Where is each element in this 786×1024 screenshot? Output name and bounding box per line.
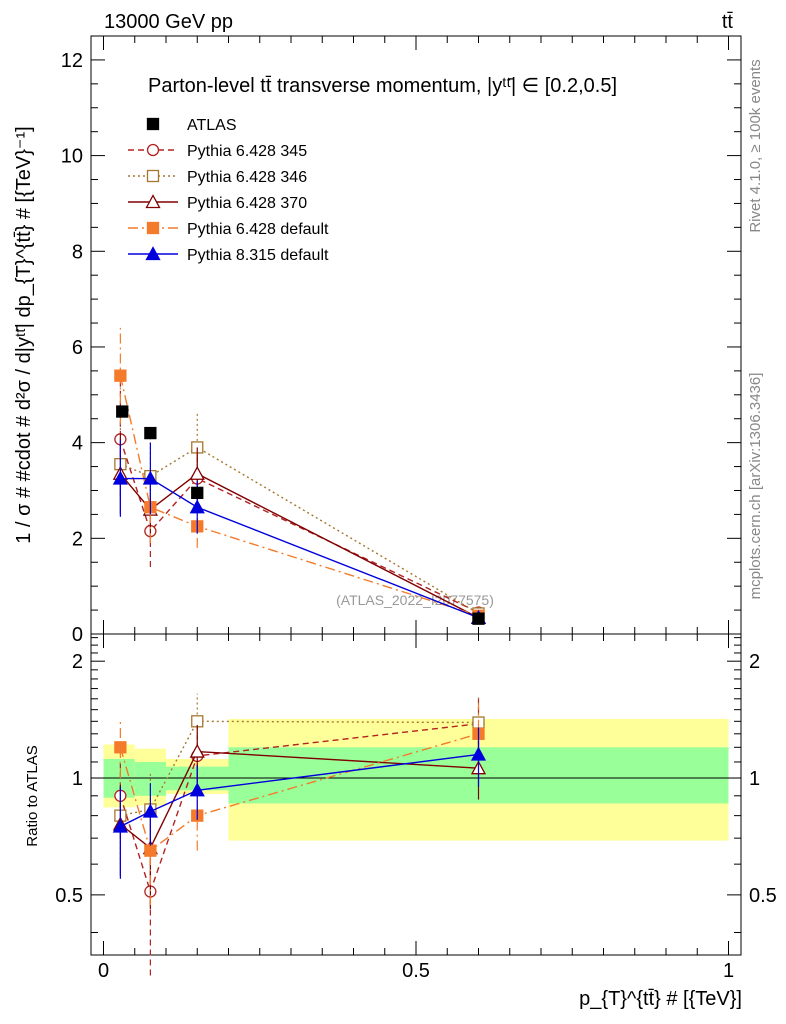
x-tick-label: 0: [98, 960, 109, 982]
x-axis-title: p_{T}^{tt̄} # [{TeV}]: [579, 988, 742, 1010]
ratio-point: [142, 803, 158, 818]
legend-label: Pythia 6.428 default: [187, 221, 329, 238]
rivet-label: Rivet 4.1.0, ≥ 100k events: [747, 59, 764, 232]
analysis-label: (ATLAS_2022_I2077575): [336, 592, 494, 608]
series-atlas: [116, 405, 485, 625]
series-line: [120, 446, 479, 615]
legend-entry: Pythia 6.428 346: [128, 169, 307, 186]
legend-entry: Pythia 8.315 default: [128, 246, 329, 264]
ratio-tick-label-right: 1: [749, 768, 760, 790]
chart-title: Parton-level tt̄ transverse momentum, |y…: [148, 75, 617, 97]
legend-label: Pythia 8.315 default: [187, 247, 329, 264]
y-axis-title: 1 / σ # #cdot # d²σ / d|yᵗᵗ̄| dp_{T}^{tt…: [13, 126, 35, 543]
ratio-point: [114, 741, 127, 754]
data-point: [191, 486, 204, 500]
ratio-tick-label-left: 1: [72, 768, 83, 790]
data-point: [114, 369, 127, 382]
x-tick-label: 0.5: [402, 960, 430, 982]
legend-label: Pythia 6.428 346: [187, 169, 307, 186]
ratio-point: [470, 746, 487, 761]
data-point: [189, 499, 205, 514]
y-tick-label: 0: [72, 624, 83, 646]
ratio-point: [189, 743, 205, 758]
legend-label: ATLAS: [187, 117, 237, 134]
legend-label: Pythia 6.428 370: [187, 195, 307, 212]
ratio-point: [144, 844, 157, 857]
data-point: [116, 405, 129, 418]
y-tick-label: 4: [72, 433, 83, 455]
process-label: tt̄: [722, 11, 734, 33]
legend-entry: ATLAS: [146, 117, 237, 134]
ratio-series-line: [120, 720, 479, 817]
data-series: [112, 327, 487, 976]
series-line: [119, 375, 479, 617]
legend-marker: [146, 169, 160, 183]
ratio-point: [112, 818, 128, 833]
legend-marker: [145, 194, 161, 209]
ratio-series-line: [120, 753, 479, 828]
legend-marker: [146, 221, 160, 235]
energy-label: 13000 GeV pp: [104, 11, 233, 33]
legend-marker: [145, 246, 161, 261]
source-label: mcplots.cern.ch [arXiv:1306.3436]: [747, 373, 764, 600]
series-line: [120, 477, 479, 619]
ratio-tick-label-right: 0.5: [749, 885, 777, 907]
ratio-tick-label-right: 2: [749, 651, 760, 673]
y-tick-label: 12: [61, 50, 83, 72]
series-pythia-6-428-345: [114, 381, 485, 976]
data-point: [144, 426, 157, 440]
ratio-axis-title: Ratio to ATLAS: [24, 745, 41, 846]
y-tick-label: 6: [72, 337, 83, 359]
legend-marker: [146, 117, 160, 131]
data-point: [472, 612, 485, 625]
y-tick-label: 2: [72, 528, 83, 550]
ratio-series-line: [119, 723, 479, 894]
x-tick-label: 1: [723, 960, 734, 982]
legend-entry: Pythia 6.428 default: [128, 221, 329, 238]
data-point: [189, 465, 205, 480]
ratio-tick-label-left: 0.5: [55, 885, 83, 907]
y-tick-label: 8: [72, 241, 83, 263]
legend-entry: Pythia 6.428 345: [128, 143, 307, 160]
data-point: [112, 470, 128, 485]
legend-marker: [146, 143, 160, 157]
y-tick-label: 10: [61, 146, 83, 168]
ratio-series-line: [119, 750, 479, 850]
series-line: [119, 472, 479, 619]
legend: ATLAS Pythia 6.428 345 Pythia 6.428 346 Pyt…: [128, 117, 329, 264]
data-point: [142, 470, 158, 485]
ratio-point: [189, 782, 205, 797]
ratio-tick-label-left: 2: [72, 651, 83, 673]
legend-label: Pythia 6.428 345: [187, 143, 307, 160]
legend-entry: Pythia 6.428 370: [128, 194, 307, 212]
